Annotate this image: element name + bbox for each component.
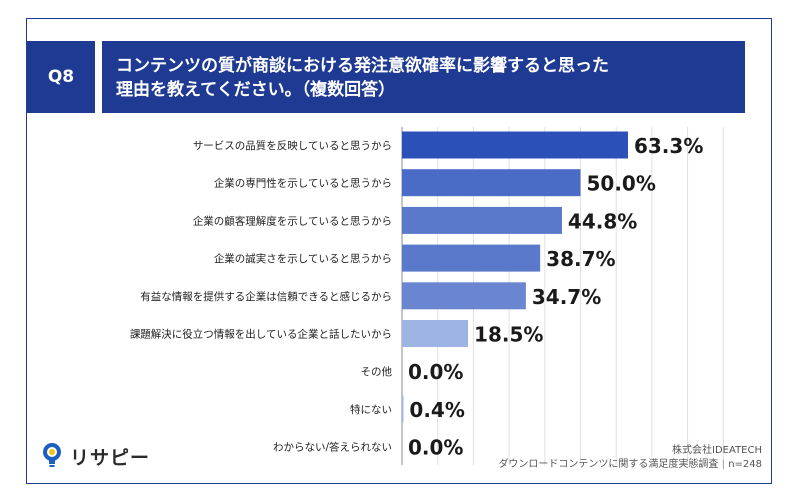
value-label: 63.3% — [634, 134, 703, 158]
footer-survey: ダウンロードコンテンツに関する満足度実態調査 — [498, 459, 719, 470]
risapy-logo: リサピー — [40, 442, 150, 470]
bar — [402, 320, 469, 347]
lightbulb-icon — [43, 443, 61, 467]
value-label: 0.4% — [409, 398, 464, 422]
category-label: 有益な情報を提供する企業は信頼できると感じるから — [140, 290, 392, 303]
question-title-line1: コンテンツの質が商談における発注意欲確率に影響すると思った — [116, 56, 609, 76]
footer-n: n=248 — [728, 459, 762, 470]
value-label: 0.0% — [408, 436, 463, 460]
category-label: 企業の誠実さを示していると思うから — [214, 252, 392, 265]
bar — [402, 169, 581, 197]
category-label: 課題解決に役立つ情報を出している企業と話したいから — [130, 328, 392, 341]
category-label: サービスの品質を反映していると思うから — [193, 139, 392, 152]
value-label: 50.0% — [587, 172, 656, 196]
category-label: わからない/答えられない — [273, 441, 392, 454]
value-label: 38.7% — [546, 247, 615, 271]
question-title: コンテンツの質が商談における発注意欲確率に影響すると思った 理由を教えてください… — [102, 41, 745, 113]
value-label: 44.8% — [568, 209, 637, 233]
footer-company: 株式会社IDEATECH — [672, 445, 762, 456]
bar — [402, 244, 541, 272]
bar — [402, 131, 628, 159]
chart-frame: Q8 コンテンツの質が商談における発注意欲確率に影響すると思った 理由を教えてく… — [26, 18, 772, 484]
logo-text: リサピー — [70, 446, 151, 469]
bar — [402, 282, 526, 310]
category-label: その他 — [361, 365, 393, 378]
bar — [402, 206, 562, 234]
value-label: 18.5% — [474, 323, 543, 347]
value-label: 34.7% — [532, 285, 601, 309]
bar — [402, 395, 404, 423]
footer-survey-line: ダウンロードコンテンツに関する満足度実態調査 | n=248 — [498, 459, 762, 470]
category-label: 企業の顧客理解度を示していると思うから — [193, 214, 392, 227]
question-title-line2: 理由を教えてください。（複数回答） — [116, 80, 396, 100]
question-badge: Q8 — [27, 41, 95, 113]
category-label: 特にない — [350, 404, 392, 416]
category-label: 企業の専門性を示していると思うから — [214, 177, 392, 190]
value-label: 0.0% — [408, 360, 463, 384]
source-footer: 株式会社IDEATECH ダウンロードコンテンツに関する満足度実態調査 | n=… — [498, 444, 762, 472]
